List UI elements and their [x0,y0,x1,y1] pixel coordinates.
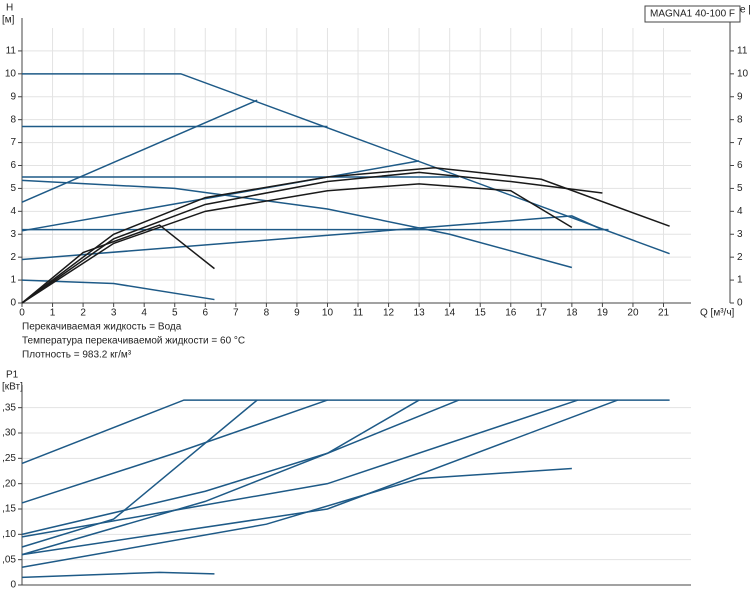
y2-tick-label: 1 [737,275,743,286]
y-tick-label: 8 [10,114,16,125]
y2-tick-label: 0 [737,298,743,309]
y-tick-label: ,10 [2,529,16,540]
curve [21,399,618,556]
y-axis-label: H [6,3,13,14]
y-tick-label: 3 [10,229,16,240]
curve [21,171,603,304]
x-tick-label: 7 [233,308,239,319]
y-tick-label: ,05 [2,554,16,565]
y2-tick-label: 6 [737,160,743,171]
y-tick-label: ,35 [2,402,16,413]
curve [21,179,573,269]
y-tick-label: 1 [10,275,16,286]
x-tick-label: 8 [264,308,270,319]
x-tick-label: 5 [172,308,178,319]
y-axis-unit: [м] [2,15,15,26]
curve [21,571,215,579]
curve [21,399,670,465]
y2-tick-label: 4 [737,206,743,217]
curve [21,467,572,569]
y-tick-label: 9 [10,91,16,102]
x-tick-label: 14 [444,308,456,319]
y-tick-label: 5 [10,183,16,194]
y2-axis-label: e [%] [740,5,750,16]
y-tick-label: 7 [10,137,16,148]
y2-tick-label: 2 [737,252,743,263]
x-axis-label: Q [м³/ч] [700,308,735,319]
y2-tick-label: 7 [737,137,743,148]
y-tick-label: ,30 [2,428,16,439]
y-tick-label: 0 [10,298,16,309]
y2-tick-label: 3 [737,229,743,240]
curve [21,224,215,304]
x-tick-label: 15 [475,308,487,319]
x-tick-label: 20 [627,308,639,319]
y2-tick-label: 8 [737,114,743,125]
x-tick-label: 4 [141,308,147,319]
x-tick-label: 6 [203,308,209,319]
x-tick-label: 1 [50,308,56,319]
y-tick-label: 11 [6,46,17,57]
y-tick-label: ,15 [2,504,16,515]
curve [21,167,670,304]
y2-tick-label: 5 [737,183,743,194]
x-tick-label: 16 [505,308,517,319]
curve [21,99,258,203]
y-tick-label: ,25 [2,453,16,464]
x-tick-label: 19 [597,308,609,319]
y-tick-label: 4 [10,206,16,217]
annotation: Температура перекачиваемой жидкости = 60… [22,336,245,347]
x-tick-label: 10 [322,308,334,319]
chart-title: MAGNA1 40-100 F [650,9,735,20]
chart: 0 ,05 ,10 ,15 ,20 ,25 ,30 ,35 P1[кВт] [2,370,691,591]
y-axis-label: P1 [6,370,19,381]
x-tick-label: 0 [19,308,25,319]
y-tick-label: 10 [5,68,17,79]
x-tick-label: 18 [566,308,578,319]
curve [21,399,258,548]
y2-tick-label: 11 [737,46,748,57]
title-box [644,5,741,23]
x-tick-label: 21 [658,308,670,319]
curve [21,399,460,556]
y-tick-label: 0 [10,580,16,591]
y-axis-unit: [кВт] [2,382,23,393]
curve [22,73,670,255]
curve [21,160,420,232]
x-tick-label: 17 [536,308,548,319]
y-tick-label: 2 [10,252,16,263]
annotation: Перекачиваемая жидкость = Вода [22,322,182,333]
y2-tick-label: 9 [737,91,743,102]
x-tick-label: 13 [414,308,426,319]
x-tick-label: 9 [294,308,300,319]
y-tick-label: 6 [10,160,16,171]
x-tick-label: 2 [80,308,86,319]
x-tick-label: 12 [383,308,395,319]
curve [21,399,420,536]
curve [21,183,573,304]
y-tick-label: ,20 [2,478,16,489]
x-tick-label: 11 [353,308,364,319]
x-tick-label: 3 [111,308,117,319]
y2-tick-label: 10 [737,68,749,79]
annotation: Плотность = 983.2 кг/м³ [22,350,132,361]
curve [21,399,579,538]
curve [21,399,328,504]
curve [21,215,603,261]
